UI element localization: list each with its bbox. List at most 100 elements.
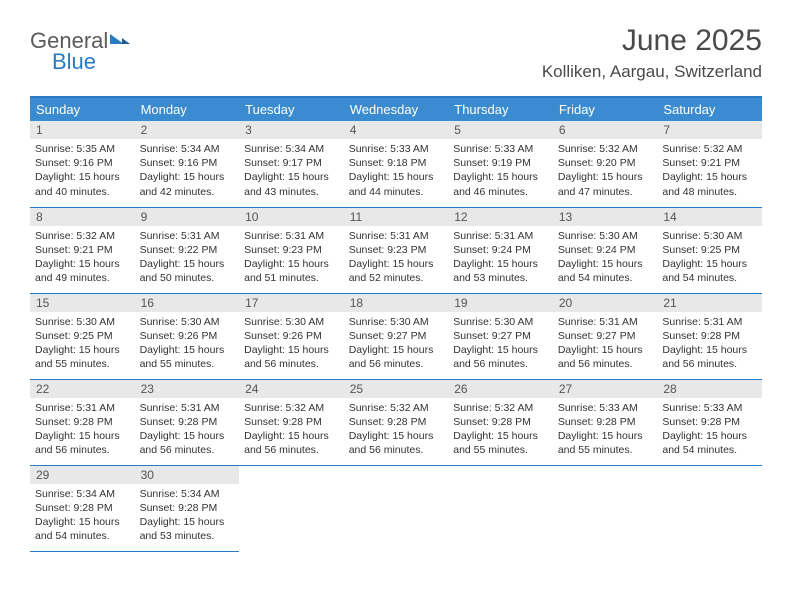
day-info: Sunrise: 5:34 AMSunset: 9:17 PMDaylight:… [239,139,344,201]
daylight-line: Daylight: 15 hours and 56 minutes. [453,343,548,371]
sunset-line: Sunset: 9:28 PM [35,501,130,515]
day-number: 23 [135,380,240,398]
daylight-line: Daylight: 15 hours and 49 minutes. [35,257,130,285]
day-info: Sunrise: 5:30 AMSunset: 9:27 PMDaylight:… [448,312,553,374]
sunset-line: Sunset: 9:28 PM [140,415,235,429]
day-number: 4 [344,121,449,139]
daylight-line: Daylight: 15 hours and 53 minutes. [453,257,548,285]
day-number: 5 [448,121,553,139]
sunrise-line: Sunrise: 5:33 AM [662,401,757,415]
logo: General Blue [30,30,130,73]
sunset-line: Sunset: 9:28 PM [244,415,339,429]
calendar-cell: 23Sunrise: 5:31 AMSunset: 9:28 PMDayligh… [135,379,240,465]
day-info: Sunrise: 5:30 AMSunset: 9:25 PMDaylight:… [30,312,135,374]
sunset-line: Sunset: 9:28 PM [349,415,444,429]
day-info: Sunrise: 5:31 AMSunset: 9:23 PMDaylight:… [344,226,449,288]
day-info: Sunrise: 5:30 AMSunset: 9:26 PMDaylight:… [239,312,344,374]
day-number: 11 [344,208,449,226]
calendar-cell: 21Sunrise: 5:31 AMSunset: 9:28 PMDayligh… [657,293,762,379]
calendar-thead: Sunday Monday Tuesday Wednesday Thursday… [30,97,762,121]
sunset-line: Sunset: 9:26 PM [140,329,235,343]
sunrise-line: Sunrise: 5:31 AM [35,401,130,415]
calendar-row: 22Sunrise: 5:31 AMSunset: 9:28 PMDayligh… [30,379,762,465]
sunrise-line: Sunrise: 5:31 AM [662,315,757,329]
calendar-cell: 18Sunrise: 5:30 AMSunset: 9:27 PMDayligh… [344,293,449,379]
logo-text-block: General Blue [30,30,130,73]
sunset-line: Sunset: 9:21 PM [662,156,757,170]
daylight-line: Daylight: 15 hours and 54 minutes. [662,257,757,285]
weekday-header: Tuesday [239,97,344,121]
sunrise-line: Sunrise: 5:32 AM [349,401,444,415]
sunrise-line: Sunrise: 5:33 AM [453,142,548,156]
daylight-line: Daylight: 15 hours and 48 minutes. [662,170,757,198]
day-info: Sunrise: 5:31 AMSunset: 9:28 PMDaylight:… [657,312,762,374]
day-info: Sunrise: 5:32 AMSunset: 9:21 PMDaylight:… [657,139,762,201]
sunset-line: Sunset: 9:27 PM [349,329,444,343]
day-number: 28 [657,380,762,398]
calendar-table: Sunday Monday Tuesday Wednesday Thursday… [30,96,762,552]
daylight-line: Daylight: 15 hours and 55 minutes. [453,429,548,457]
day-info: Sunrise: 5:34 AMSunset: 9:28 PMDaylight:… [135,484,240,546]
calendar-cell: 8Sunrise: 5:32 AMSunset: 9:21 PMDaylight… [30,207,135,293]
calendar-cell: 24Sunrise: 5:32 AMSunset: 9:28 PMDayligh… [239,379,344,465]
day-number: 26 [448,380,553,398]
daylight-line: Daylight: 15 hours and 55 minutes. [558,429,653,457]
sunset-line: Sunset: 9:28 PM [140,501,235,515]
calendar-cell: 5Sunrise: 5:33 AMSunset: 9:19 PMDaylight… [448,121,553,207]
sunrise-line: Sunrise: 5:31 AM [453,229,548,243]
calendar-cell: 14Sunrise: 5:30 AMSunset: 9:25 PMDayligh… [657,207,762,293]
sunset-line: Sunset: 9:24 PM [453,243,548,257]
calendar-cell [448,465,553,551]
sunrise-line: Sunrise: 5:32 AM [453,401,548,415]
flag-icon-shadow [122,38,130,44]
daylight-line: Daylight: 15 hours and 53 minutes. [140,515,235,543]
calendar-row: 29Sunrise: 5:34 AMSunset: 9:28 PMDayligh… [30,465,762,551]
sunrise-line: Sunrise: 5:32 AM [244,401,339,415]
weekday-header: Saturday [657,97,762,121]
day-info: Sunrise: 5:31 AMSunset: 9:23 PMDaylight:… [239,226,344,288]
daylight-line: Daylight: 15 hours and 54 minutes. [662,429,757,457]
calendar-cell: 13Sunrise: 5:30 AMSunset: 9:24 PMDayligh… [553,207,658,293]
daylight-line: Daylight: 15 hours and 44 minutes. [349,170,444,198]
sunset-line: Sunset: 9:28 PM [35,415,130,429]
calendar-cell: 4Sunrise: 5:33 AMSunset: 9:18 PMDaylight… [344,121,449,207]
sunset-line: Sunset: 9:28 PM [662,329,757,343]
sunrise-line: Sunrise: 5:32 AM [35,229,130,243]
sunset-line: Sunset: 9:23 PM [349,243,444,257]
daylight-line: Daylight: 15 hours and 56 minutes. [244,429,339,457]
day-number: 3 [239,121,344,139]
day-info: Sunrise: 5:31 AMSunset: 9:22 PMDaylight:… [135,226,240,288]
sunrise-line: Sunrise: 5:31 AM [244,229,339,243]
calendar-cell: 11Sunrise: 5:31 AMSunset: 9:23 PMDayligh… [344,207,449,293]
page: General Blue June 2025 Kolliken, Aargau,… [0,0,792,552]
daylight-line: Daylight: 15 hours and 56 minutes. [244,343,339,371]
day-number: 21 [657,294,762,312]
day-number: 1 [30,121,135,139]
day-number: 16 [135,294,240,312]
day-info: Sunrise: 5:33 AMSunset: 9:19 PMDaylight:… [448,139,553,201]
sunset-line: Sunset: 9:20 PM [558,156,653,170]
calendar-cell: 6Sunrise: 5:32 AMSunset: 9:20 PMDaylight… [553,121,658,207]
logo-line2: Blue [52,51,130,73]
day-number: 6 [553,121,658,139]
calendar-cell: 29Sunrise: 5:34 AMSunset: 9:28 PMDayligh… [30,465,135,551]
weekday-header: Sunday [30,97,135,121]
day-number: 18 [344,294,449,312]
calendar-cell: 17Sunrise: 5:30 AMSunset: 9:26 PMDayligh… [239,293,344,379]
day-number: 17 [239,294,344,312]
day-number: 15 [30,294,135,312]
calendar-cell: 27Sunrise: 5:33 AMSunset: 9:28 PMDayligh… [553,379,658,465]
day-info: Sunrise: 5:33 AMSunset: 9:28 PMDaylight:… [657,398,762,460]
day-number: 12 [448,208,553,226]
calendar-cell [657,465,762,551]
sunset-line: Sunset: 9:28 PM [453,415,548,429]
calendar-cell [344,465,449,551]
day-number: 30 [135,466,240,484]
daylight-line: Daylight: 15 hours and 55 minutes. [140,343,235,371]
sunrise-line: Sunrise: 5:35 AM [35,142,130,156]
day-info: Sunrise: 5:30 AMSunset: 9:24 PMDaylight:… [553,226,658,288]
calendar-cell: 9Sunrise: 5:31 AMSunset: 9:22 PMDaylight… [135,207,240,293]
calendar-cell: 1Sunrise: 5:35 AMSunset: 9:16 PMDaylight… [30,121,135,207]
day-info: Sunrise: 5:31 AMSunset: 9:28 PMDaylight:… [30,398,135,460]
day-info: Sunrise: 5:30 AMSunset: 9:25 PMDaylight:… [657,226,762,288]
